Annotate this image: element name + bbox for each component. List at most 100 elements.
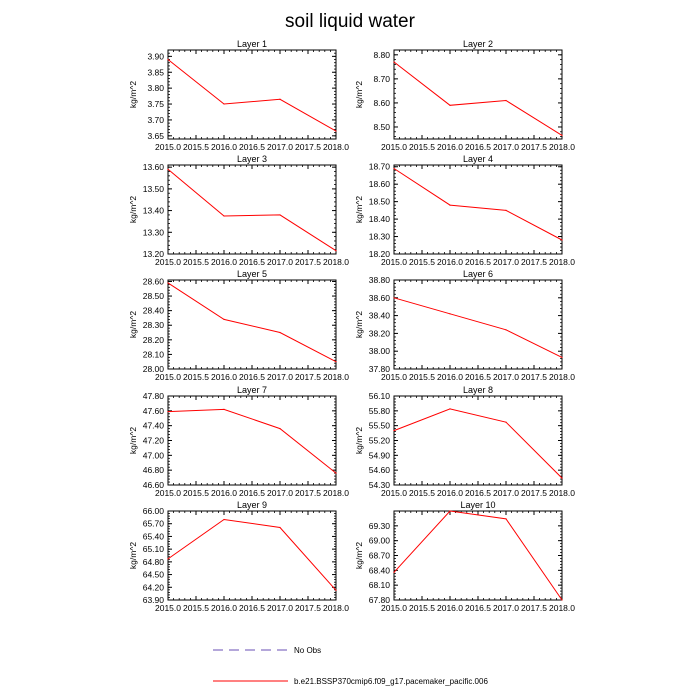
data-point [449, 204, 451, 206]
y-tick-label: 69.00 [369, 536, 391, 546]
y-axis-label: kg/m^2 [354, 311, 364, 338]
data-point [167, 168, 169, 170]
series-line [393, 297, 563, 358]
data-point [561, 239, 563, 241]
y-axis-label: kg/m^2 [354, 542, 364, 569]
y-tick-label: 54.90 [369, 450, 391, 460]
y-tick-label: 65.70 [143, 519, 165, 529]
panel-title: Layer 3 [237, 154, 267, 164]
y-tick-label: 18.60 [369, 179, 391, 189]
y-tick-label: 3.75 [147, 99, 164, 109]
x-tick-label: 2015.0 [381, 257, 407, 267]
x-tick-label: 2017.0 [267, 488, 293, 498]
data-point [393, 61, 395, 63]
x-tick-label: 2016.0 [437, 257, 463, 267]
y-tick-label: 55.20 [369, 436, 391, 446]
x-tick-label: 2015.5 [183, 257, 209, 267]
series-line [167, 59, 337, 132]
x-tick-label: 2015.0 [381, 142, 407, 152]
legend-case-label: b.e21.BSSP370cmip6.f09_g17.pacemaker_pac… [294, 677, 488, 686]
x-tick-label: 2016.5 [465, 488, 491, 498]
plot-frame [393, 164, 563, 255]
data-point [335, 361, 337, 363]
panel-title: Layer 7 [237, 385, 267, 395]
x-tick-label: 2015.0 [381, 488, 407, 498]
x-tick-label: 2015.0 [381, 372, 407, 382]
plot-frame [167, 164, 337, 255]
y-tick-label: 55.80 [369, 406, 391, 416]
y-tick-label: 28.40 [143, 306, 165, 316]
y-tick-label: 65.40 [143, 531, 165, 541]
y-tick-label: 18.20 [369, 249, 391, 259]
y-tick-label: 65.10 [143, 544, 165, 554]
x-tick-label: 2017.5 [295, 488, 321, 498]
y-tick-label: 3.80 [147, 83, 164, 93]
data-point [449, 408, 451, 410]
series-line [167, 408, 337, 474]
data-point [167, 58, 169, 61]
x-tick-label: 2017.0 [493, 372, 519, 382]
y-tick-label: 56.10 [369, 391, 391, 401]
x-tick-label: 2016.0 [437, 603, 463, 613]
x-tick-label: 2017.5 [521, 142, 547, 152]
data-point [505, 518, 507, 520]
y-tick-label: 54.60 [369, 465, 391, 475]
y-tick-label: 47.20 [143, 436, 165, 446]
data-point [449, 510, 451, 512]
figure-title: soil liquid water [285, 11, 416, 32]
y-tick-label: 64.50 [143, 570, 165, 580]
x-tick-label: 2016.0 [211, 372, 237, 382]
x-tick-label: 2017.5 [295, 372, 321, 382]
data-point [279, 98, 281, 100]
data-point [505, 329, 507, 331]
x-tick-label: 2017.5 [521, 488, 547, 498]
x-tick-label: 2016.0 [437, 142, 463, 152]
y-tick-label: 38.40 [369, 311, 391, 321]
x-tick-label: 2015.5 [409, 142, 435, 152]
x-tick-label: 2018.0 [323, 603, 349, 613]
y-tick-label: 18.40 [369, 214, 391, 224]
y-axis-label: kg/m^2 [128, 542, 138, 569]
x-tick-label: 2017.0 [267, 142, 293, 152]
y-tick-label: 18.70 [369, 162, 391, 172]
data-point [393, 571, 395, 573]
y-tick-label: 66.00 [143, 506, 165, 516]
x-tick-label: 2016.0 [211, 142, 237, 152]
data-point [167, 410, 169, 413]
x-tick-label: 2016.0 [211, 488, 237, 498]
y-tick-label: 68.40 [369, 565, 391, 575]
data-point [393, 297, 395, 299]
x-tick-label: 2017.5 [295, 142, 321, 152]
panel-title: Layer 9 [237, 500, 267, 510]
y-tick-label: 28.50 [143, 291, 165, 301]
x-tick-label: 2018.0 [549, 142, 575, 152]
x-tick-label: 2015.5 [409, 603, 435, 613]
data-point [279, 526, 281, 529]
data-point [223, 518, 225, 521]
y-tick-label: 18.30 [369, 232, 391, 242]
y-tick-label: 28.20 [143, 335, 165, 345]
plot-frame [393, 49, 563, 140]
y-axis-label: kg/m^2 [128, 196, 138, 223]
x-tick-label: 2016.5 [465, 257, 491, 267]
x-tick-label: 2016.0 [211, 257, 237, 267]
data-point [393, 167, 395, 170]
x-tick-label: 2015.5 [183, 603, 209, 613]
x-tick-label: 2015.5 [409, 488, 435, 498]
x-tick-label: 2017.0 [493, 488, 519, 498]
x-tick-label: 2018.0 [549, 603, 575, 613]
x-tick-label: 2015.0 [155, 257, 181, 267]
data-point [335, 130, 337, 132]
data-point [561, 134, 563, 136]
data-point [505, 421, 507, 423]
x-tick-label: 2017.5 [295, 257, 321, 267]
y-tick-label: 46.80 [143, 465, 165, 475]
y-tick-label: 68.10 [369, 580, 391, 590]
